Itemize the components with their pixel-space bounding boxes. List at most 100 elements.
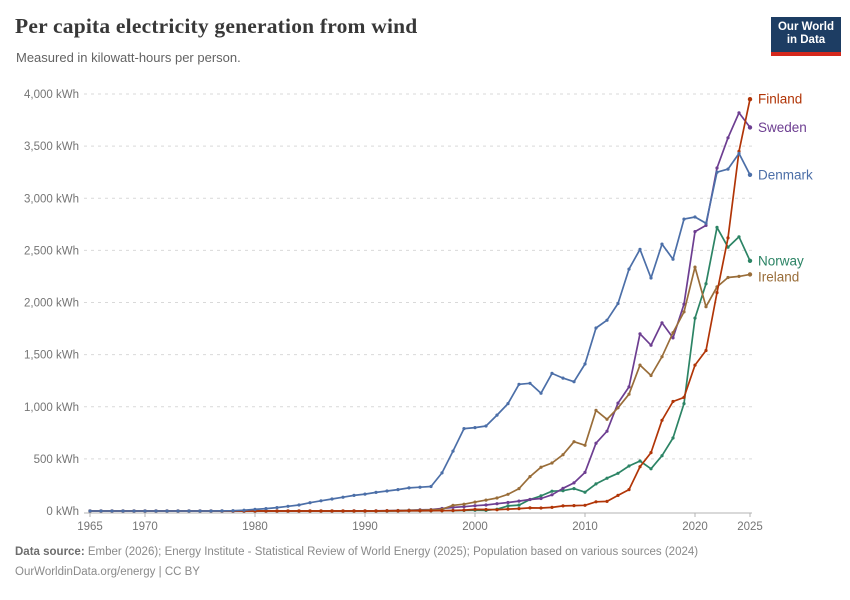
data-point[interactable]	[737, 151, 741, 155]
data-point[interactable]	[495, 496, 499, 500]
data-point[interactable]	[297, 503, 301, 507]
data-point[interactable]	[187, 509, 191, 513]
data-point[interactable]	[682, 395, 686, 399]
data-point[interactable]	[99, 509, 103, 513]
data-point[interactable]	[462, 505, 466, 509]
data-point[interactable]	[154, 509, 158, 513]
data-point[interactable]	[363, 492, 367, 496]
data-point[interactable]	[451, 503, 455, 507]
data-point[interactable]	[286, 504, 290, 508]
data-point[interactable]	[693, 265, 697, 269]
data-point[interactable]	[539, 465, 543, 469]
data-point[interactable]	[649, 343, 653, 347]
data-point[interactable]	[561, 376, 565, 380]
series-sweden[interactable]	[88, 111, 753, 513]
data-point[interactable]	[341, 495, 345, 499]
data-point[interactable]	[308, 509, 312, 513]
data-point[interactable]	[319, 499, 323, 503]
data-point[interactable]	[495, 508, 499, 512]
data-point[interactable]	[440, 509, 444, 513]
data-point[interactable]	[747, 172, 753, 177]
data-point[interactable]	[616, 471, 620, 475]
data-point[interactable]	[506, 402, 510, 406]
data-point[interactable]	[319, 509, 323, 513]
series-label-denmark[interactable]: Denmark	[758, 167, 813, 182]
data-point[interactable]	[671, 436, 675, 440]
data-point[interactable]	[747, 258, 753, 263]
data-point[interactable]	[671, 331, 675, 335]
data-point[interactable]	[726, 236, 730, 240]
data-point[interactable]	[429, 509, 433, 513]
data-point[interactable]	[627, 392, 631, 396]
data-point[interactable]	[704, 282, 708, 286]
data-point[interactable]	[495, 413, 499, 417]
data-point[interactable]	[341, 509, 345, 513]
data-point[interactable]	[693, 230, 697, 234]
data-point[interactable]	[594, 500, 598, 504]
data-point[interactable]	[638, 363, 642, 367]
data-point[interactable]	[308, 501, 312, 505]
data-point[interactable]	[704, 348, 708, 353]
series-denmark[interactable]	[88, 151, 753, 513]
data-point[interactable]	[451, 449, 455, 453]
data-point[interactable]	[572, 440, 576, 444]
data-point[interactable]	[330, 509, 334, 513]
data-point[interactable]	[550, 489, 554, 493]
series-norway[interactable]	[88, 225, 753, 513]
data-point[interactable]	[451, 508, 455, 513]
data-point[interactable]	[528, 506, 532, 510]
data-point[interactable]	[473, 426, 477, 430]
data-point[interactable]	[462, 427, 466, 431]
data-point[interactable]	[539, 494, 543, 498]
data-point[interactable]	[693, 363, 697, 367]
data-point[interactable]	[418, 509, 422, 513]
data-point[interactable]	[671, 336, 675, 340]
data-point[interactable]	[737, 111, 741, 115]
data-point[interactable]	[572, 504, 576, 508]
owid-logo[interactable]: Our World in Data	[771, 17, 841, 56]
chart-area[interactable]: 0 kWh 500 kWh 1,000 kWh 1,500 kWh 2,000 kWh 2…	[0, 85, 850, 545]
data-point[interactable]	[649, 373, 653, 378]
data-point[interactable]	[231, 509, 235, 513]
data-point[interactable]	[297, 509, 301, 513]
data-point[interactable]	[385, 489, 389, 493]
data-point[interactable]	[627, 267, 631, 271]
data-point[interactable]	[726, 245, 730, 249]
data-point[interactable]	[473, 504, 477, 508]
series-line[interactable]	[89, 266, 751, 512]
data-point[interactable]	[462, 502, 466, 506]
data-point[interactable]	[594, 482, 598, 486]
data-point[interactable]	[583, 470, 587, 474]
data-point[interactable]	[616, 493, 620, 497]
data-point[interactable]	[484, 503, 488, 507]
data-point[interactable]	[747, 272, 753, 277]
data-point[interactable]	[539, 506, 543, 510]
data-point[interactable]	[374, 509, 378, 513]
data-point[interactable]	[660, 355, 664, 359]
data-point[interactable]	[660, 321, 664, 325]
chart-canvas[interactable]: 0 kWh 500 kWh 1,000 kWh 1,500 kWh 2,000 kWh 2…	[0, 85, 850, 545]
data-point[interactable]	[583, 443, 587, 447]
data-point[interactable]	[605, 499, 609, 503]
series-line[interactable]	[89, 98, 751, 512]
data-point[interactable]	[715, 170, 719, 174]
data-point[interactable]	[747, 125, 753, 130]
data-point[interactable]	[286, 509, 290, 513]
data-point[interactable]	[704, 305, 708, 309]
data-point[interactable]	[550, 461, 554, 465]
data-point[interactable]	[583, 503, 587, 507]
data-point[interactable]	[517, 382, 521, 386]
data-point[interactable]	[418, 485, 422, 489]
data-point[interactable]	[407, 486, 411, 490]
data-point[interactable]	[594, 441, 598, 445]
data-point[interactable]	[165, 509, 169, 513]
series-label-sweden[interactable]: Sweden	[758, 120, 807, 135]
data-point[interactable]	[484, 507, 488, 512]
data-point[interactable]	[572, 380, 576, 384]
data-point[interactable]	[693, 215, 697, 219]
data-point[interactable]	[396, 488, 400, 492]
data-point[interactable]	[715, 166, 719, 170]
data-point[interactable]	[462, 508, 466, 512]
data-point[interactable]	[110, 509, 114, 513]
owid-energy-link[interactable]: OurWorldinData.org/energy	[15, 566, 156, 578]
